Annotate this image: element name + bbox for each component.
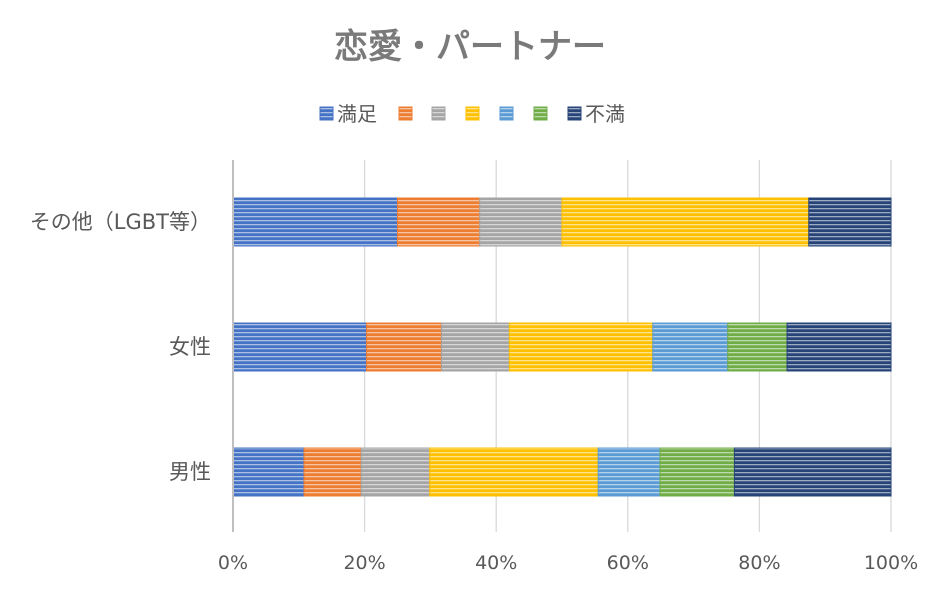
legend-label: 不満 [585,102,625,126]
bar-segment [561,197,810,247]
bar-segment [597,447,661,497]
x-tick-label: 0% [218,552,248,574]
bar-segment [727,322,788,372]
legend: 満足 不満 [319,102,625,126]
bar-segment [786,322,892,372]
x-tick-label: 40% [475,552,517,574]
bar-segment [232,197,398,247]
bar-segment [479,197,563,247]
legend-swatch [533,106,548,121]
bar-segment [429,447,599,497]
x-tick-label: 80% [738,552,780,574]
legend-swatch [567,106,582,121]
chart-title: 恋愛・パートナー [334,27,606,67]
bar-segment [232,322,368,372]
bar-segment [441,322,510,372]
bar-segment [232,447,305,497]
legend-swatch [431,106,446,121]
bar-segment [652,322,729,372]
legend-label: 満足 [337,102,377,126]
legend-swatch [465,106,480,121]
bar-segment [508,322,654,372]
bar-segment [303,447,362,497]
x-tick-label: 60% [607,552,649,574]
bar-segment [366,322,443,372]
legend-swatch [499,106,514,121]
bar-segment [808,197,892,247]
x-tick-label: 20% [343,552,385,574]
legend-swatch [398,106,413,121]
category-label: その他（LGBT等） [30,210,211,234]
bar-segment [659,447,735,497]
x-tick-label: 100% [864,552,918,574]
bar-segment [360,447,431,497]
x-tick-labels: 0% 20% 40% 60% 80% 100% [218,552,918,574]
category-label: 男性 [169,460,211,484]
bar-segment [397,197,481,247]
bar-segment [733,447,892,497]
category-label: 女性 [169,335,211,359]
legend-swatch [319,106,334,121]
bars [232,197,892,497]
